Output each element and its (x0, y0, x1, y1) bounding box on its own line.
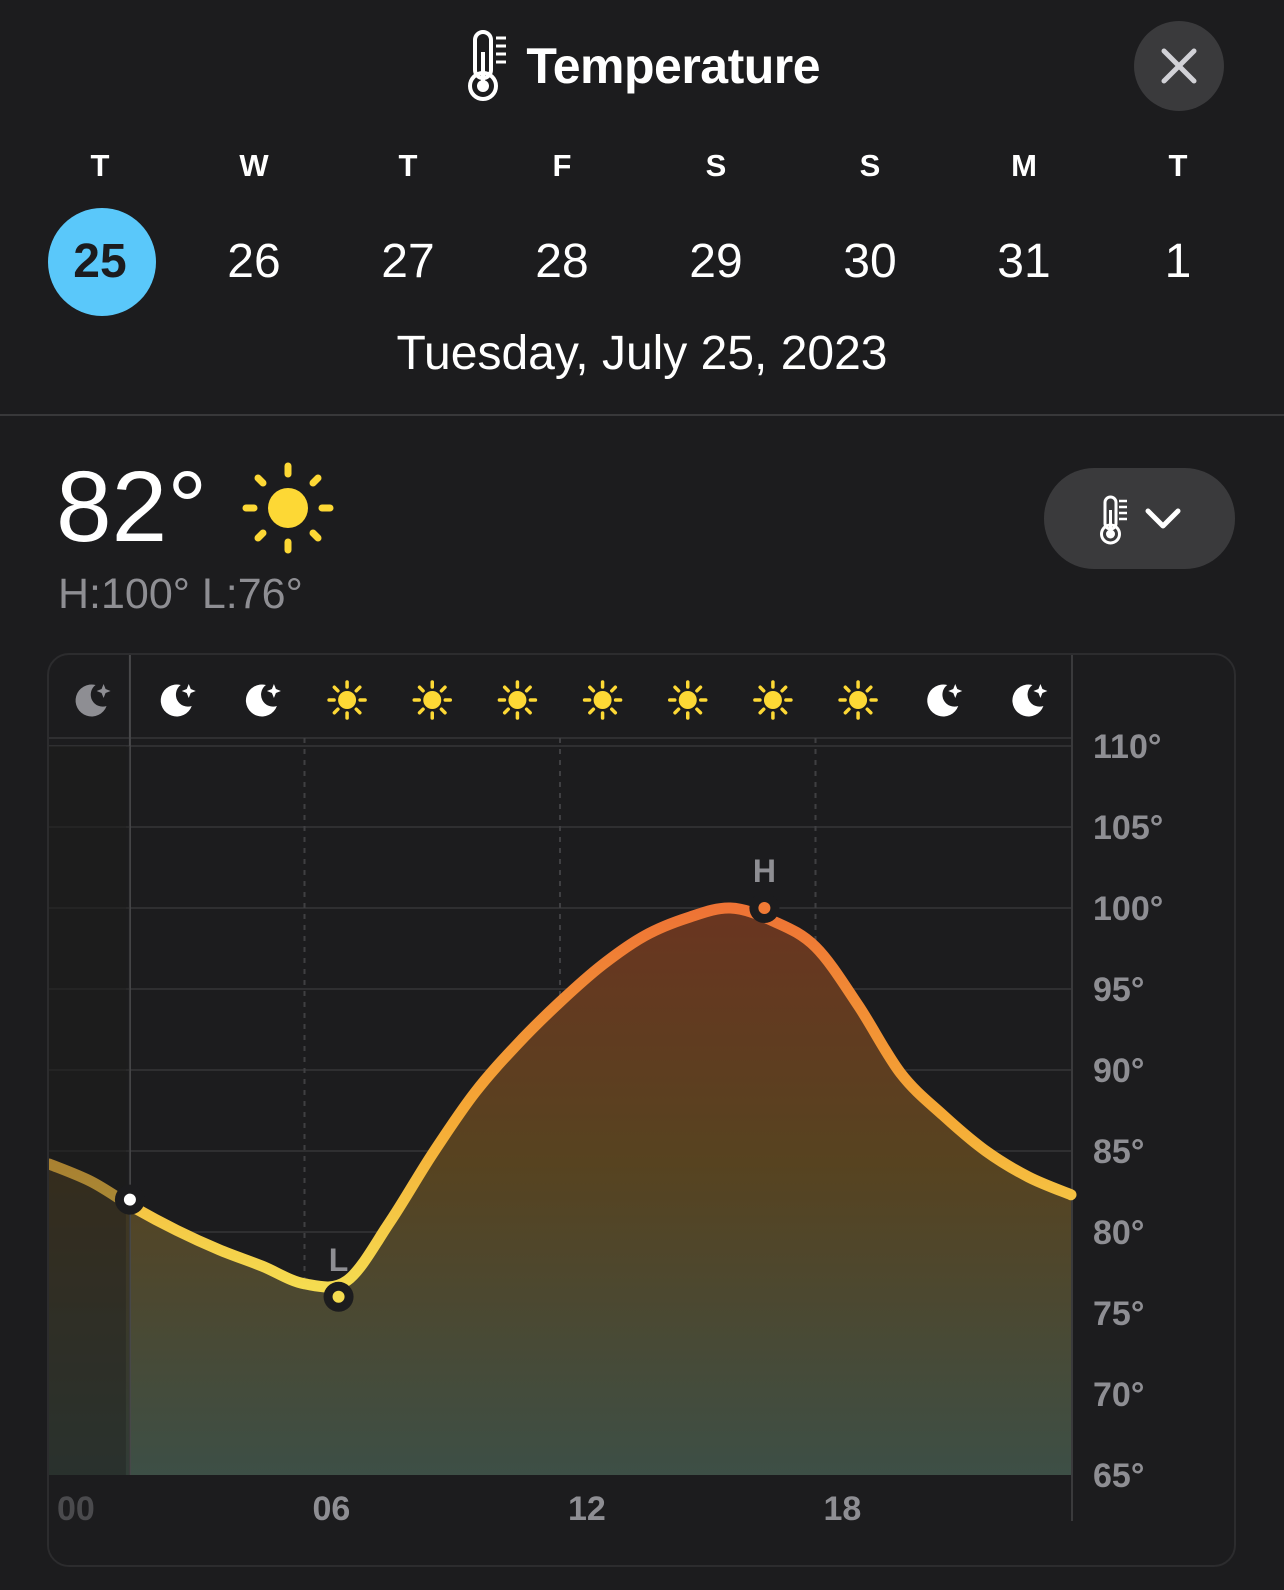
sun-icon (242, 462, 334, 554)
y-tick-label: 110° (1093, 728, 1161, 766)
past-line-overlay (49, 746, 126, 1475)
close-icon (1161, 48, 1197, 84)
thermometer-icon (467, 30, 506, 101)
day-button[interactable]: 26 (227, 235, 281, 288)
chevron-down-icon (1145, 508, 1181, 529)
y-tick-label: 85° (1093, 1133, 1144, 1171)
divider (0, 414, 1284, 416)
temperature-chart[interactable]: L H 110° 105° 100° 95° 90° 85° 80° 75° 70° 65° 00 06 1… (47, 653, 1236, 1567)
title-bar: Temperature (0, 28, 1284, 108)
day-of-week-label: T (90, 148, 110, 183)
y-tick-label: 80° (1093, 1214, 1144, 1252)
close-button[interactable] (1134, 21, 1224, 111)
x-tick-label: 06 (313, 1490, 351, 1528)
moon-icon (927, 684, 963, 717)
day-selected[interactable]: 25 (73, 235, 127, 288)
x-tick-label: 18 (824, 1490, 862, 1528)
x-tick-label: 12 (568, 1490, 606, 1528)
sun-icon (668, 680, 708, 720)
y-tick-label: 95° (1093, 971, 1144, 1009)
day-button[interactable]: 29 (689, 235, 743, 288)
moon-icon (160, 684, 196, 717)
thermometer-icon (1100, 495, 1127, 545)
current-marker (123, 1193, 136, 1206)
sun-icon (838, 680, 878, 720)
y-tick-label: 90° (1093, 1052, 1144, 1090)
sun-icon (327, 680, 367, 720)
sun-icon (497, 680, 538, 720)
high-marker (758, 902, 771, 914)
temperature-line (49, 902, 1077, 1293)
day-of-week-label: T (1168, 148, 1188, 183)
y-tick-label: 65° (1093, 1457, 1144, 1495)
y-tick-label: 105° (1093, 809, 1163, 847)
y-tick-label: 75° (1093, 1295, 1144, 1333)
chart-svg: L H 110° 105° 100° 95° 90° 85° 80° 75° 70° 65° 00 06 1… (49, 655, 1163, 1565)
current-temperature: 82° (56, 451, 208, 563)
day-button[interactable]: 1 (1164, 235, 1192, 288)
sun-icon (412, 680, 452, 720)
selected-date: Tuesday, July 25, 2023 (396, 327, 888, 380)
sun-icon (582, 680, 623, 720)
moon-icon (1012, 684, 1048, 717)
day-of-week-label: W (239, 148, 269, 183)
temperature-area (49, 907, 1071, 1475)
moon-icon (75, 684, 111, 717)
selected-day-highlight (48, 208, 156, 316)
moon-icon (245, 684, 281, 717)
page-title: Temperature (526, 38, 821, 94)
x-axis-strip (49, 1475, 1071, 1565)
day-of-week-label: T (398, 148, 418, 183)
low-label: L (329, 1242, 349, 1278)
day-of-week-label: S (859, 148, 881, 183)
day-button[interactable]: 31 (997, 235, 1051, 288)
past-overlay (49, 746, 130, 1475)
high-label: H (753, 853, 776, 889)
metric-selector-button[interactable] (1044, 468, 1235, 569)
day-button[interactable]: 30 (843, 235, 897, 288)
day-of-week-label: F (552, 148, 572, 183)
x-tick-label: 00 (57, 1490, 95, 1528)
low-marker (332, 1290, 345, 1303)
header: Temperature (0, 0, 1284, 130)
day-of-week-label: M (1011, 148, 1037, 183)
day-button[interactable]: 28 (535, 235, 589, 288)
high-low-temps: H:100° L:76° (58, 570, 303, 618)
day-of-week-label: S (705, 148, 727, 183)
day-button[interactable]: 27 (381, 235, 435, 288)
y-tick-label: 70° (1093, 1376, 1144, 1414)
sun-icon (753, 680, 793, 720)
y-tick-label: 100° (1093, 890, 1163, 928)
